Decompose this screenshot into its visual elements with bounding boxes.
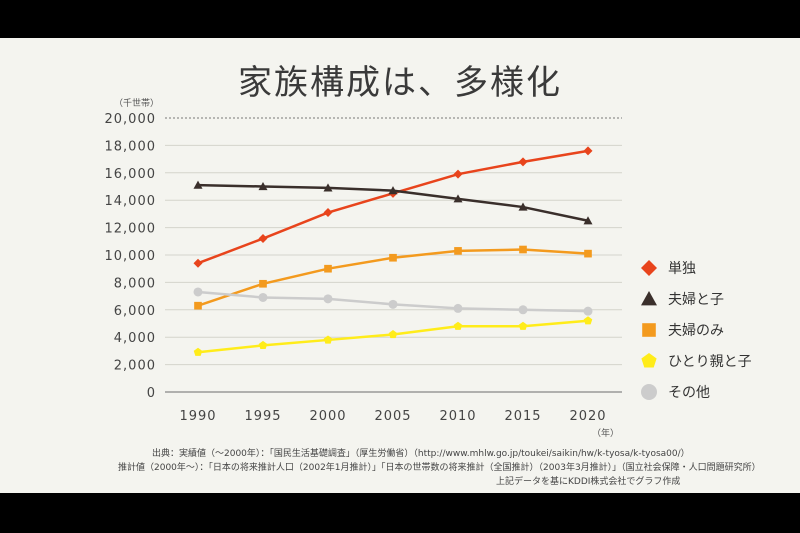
data-point <box>519 245 527 254</box>
data-point <box>258 182 268 191</box>
data-point <box>453 321 463 330</box>
x-tick-label: 1995 <box>244 409 281 424</box>
data-point <box>193 347 203 356</box>
legend-entry: 単独 <box>640 252 752 283</box>
legend-label: 夫婦のみ <box>668 322 724 339</box>
y-tick-label: 8,000 <box>114 276 156 291</box>
data-point <box>518 157 528 167</box>
legend-marker-icon <box>641 259 657 276</box>
data-point <box>258 234 268 244</box>
data-point <box>323 183 333 192</box>
data-point <box>323 208 333 218</box>
legend-marker-icon <box>642 322 656 337</box>
legend-marker-icon <box>641 290 657 305</box>
data-point <box>453 169 463 179</box>
legend-marker <box>641 290 657 305</box>
data-point <box>583 316 593 325</box>
data-point <box>453 303 463 313</box>
series-line <box>197 149 589 265</box>
source-note-2: 推計値（2000年～）：「日本の将来推計人口（2002年1月推計）」「日本の世帯… <box>118 463 761 473</box>
y-tick-label: 6,000 <box>114 304 156 319</box>
chart-title: 家族構成は、多様化 <box>238 63 562 103</box>
data-point <box>258 340 268 350</box>
x-tick-label: 2000 <box>309 409 346 424</box>
legend-entry: その他 <box>640 376 752 407</box>
data-point <box>583 146 593 156</box>
data-point <box>324 264 332 273</box>
data-point <box>518 305 528 315</box>
data-point <box>259 279 267 288</box>
chart-legend: 単独夫婦と子夫婦のみひとり親と子 その他 <box>640 252 752 407</box>
legend-entry: 夫婦と子 <box>640 283 752 314</box>
data-point <box>583 306 593 316</box>
legend-marker <box>641 259 657 276</box>
data-point <box>388 329 398 339</box>
data-point <box>388 186 398 195</box>
data-point <box>389 253 397 262</box>
data-point <box>388 299 398 309</box>
legend-marker <box>642 322 656 337</box>
x-tick-label: 1990 <box>179 409 216 424</box>
legend-label: 夫婦と子 <box>668 291 724 308</box>
x-tick-label: 2005 <box>374 409 411 424</box>
data-point <box>518 321 528 330</box>
data-point <box>193 180 203 189</box>
data-point <box>583 216 593 225</box>
legend-label: ひとり親と子 <box>668 353 752 370</box>
y-tick-label: 0 <box>147 386 156 401</box>
data-point <box>323 294 333 304</box>
x-axis-label: （年） <box>592 427 619 439</box>
data-point <box>323 335 333 344</box>
source-note-1: 出典：実績値（～2000年）：「国民生活基礎調査」（厚生労働省）（http://… <box>152 449 690 459</box>
data-point <box>258 292 268 302</box>
x-tick-label: 2010 <box>439 409 476 424</box>
y-axis-label: （千世帯） <box>114 97 159 109</box>
x-tick-label: 2015 <box>504 409 541 424</box>
x-tick-label: 2020 <box>569 409 606 424</box>
y-tick-label: 16,000 <box>105 167 157 182</box>
data-point <box>453 194 463 203</box>
legend-marker <box>641 352 657 367</box>
y-tick-label: 20,000 <box>105 112 157 127</box>
legend-marker-icon <box>641 352 657 367</box>
y-tick-label: 14,000 <box>105 194 157 209</box>
legend-label: 単独 <box>668 260 696 277</box>
slide-background <box>0 38 800 493</box>
y-tick-label: 12,000 <box>105 222 157 237</box>
y-tick-label: 18,000 <box>105 139 157 154</box>
legend-entry: ひとり親と子 <box>640 345 752 376</box>
y-tick-label: 2,000 <box>114 359 156 374</box>
legend-marker <box>641 383 657 400</box>
legend-label: その他 <box>668 384 710 401</box>
legend-entry: 夫婦のみ <box>640 314 752 345</box>
data-point <box>518 202 528 211</box>
data-point <box>454 247 462 255</box>
data-point <box>193 258 203 268</box>
data-point <box>193 287 203 297</box>
data-point <box>194 301 202 310</box>
y-tick-label: 10,000 <box>105 249 157 264</box>
legend-marker-icon <box>641 383 657 400</box>
data-point <box>584 249 592 258</box>
y-tick-label: 4,000 <box>114 331 156 346</box>
source-note-3: 上記データを基にKDDI株式会社でグラフ作成 <box>496 477 681 487</box>
